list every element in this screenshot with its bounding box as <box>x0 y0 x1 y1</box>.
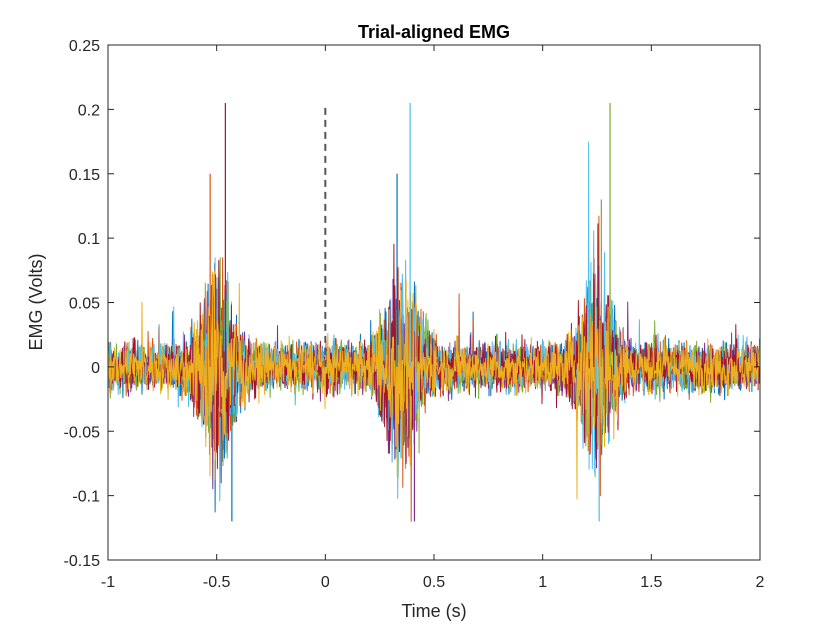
y-tick-label: 0 <box>91 360 100 377</box>
y-axis: -0.15 -0.1 -0.05 0 0.05 0.1 0.15 0.2 0.25 <box>64 38 760 570</box>
x-tick-label: 1.5 <box>640 574 662 591</box>
y-tick-label: -0.1 <box>72 489 100 506</box>
plot-area: -1 -0.5 0 0.5 1 1.5 2 -0.15 -0.1 -0.05 0 0.05 0.1 0.… <box>64 38 765 591</box>
y-tick-label: 0.05 <box>69 296 100 313</box>
x-tick-label: 1 <box>538 574 547 591</box>
x-axis-label: Time (s) <box>401 601 466 621</box>
y-tick-label: 0.1 <box>78 231 100 248</box>
emg-trace <box>108 270 760 500</box>
x-axis: -1 -0.5 0 0.5 1 1.5 2 <box>101 45 765 591</box>
y-tick-label: 0.2 <box>78 102 100 119</box>
y-tick-label: -0.15 <box>64 553 101 570</box>
y-tick-label: -0.05 <box>64 424 101 441</box>
emg-traces <box>108 102 760 522</box>
chart-title: Trial-aligned EMG <box>358 22 510 42</box>
y-tick-label: 0.25 <box>69 38 100 55</box>
y-tick-label: 0.15 <box>69 167 100 184</box>
x-tick-label: -0.5 <box>203 574 231 591</box>
x-tick-label: 2 <box>756 574 765 591</box>
x-tick-label: 0.5 <box>423 574 445 591</box>
x-tick-label: 0 <box>321 574 330 591</box>
y-axis-label: EMG (Volts) <box>26 253 46 350</box>
x-tick-label: -1 <box>101 574 115 591</box>
